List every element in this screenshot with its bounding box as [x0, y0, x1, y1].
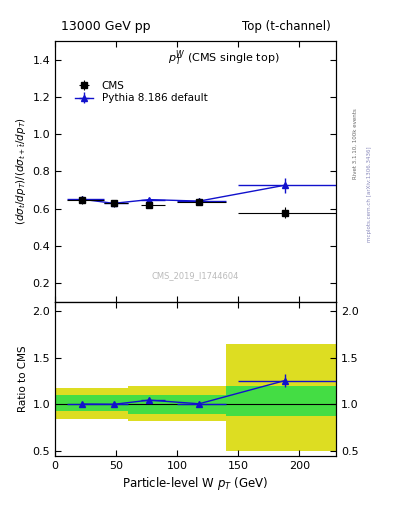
Legend: CMS, Pythia 8.186 default: CMS, Pythia 8.186 default: [72, 77, 211, 106]
X-axis label: Particle-level W $p_T$ (GeV): Particle-level W $p_T$ (GeV): [122, 475, 269, 492]
Y-axis label: $(d\sigma_t/dp_T)/(d\sigma_{t+\bar{t}}/dp_T)$: $(d\sigma_t/dp_T)/(d\sigma_{t+\bar{t}}/d…: [14, 117, 28, 225]
Text: CMS_2019_I1744604: CMS_2019_I1744604: [152, 271, 239, 280]
Text: $p_T^W$ (CMS single top): $p_T^W$ (CMS single top): [168, 49, 279, 69]
Y-axis label: Ratio to CMS: Ratio to CMS: [18, 346, 28, 412]
Text: mcplots.cern.ch [arXiv:1306.3436]: mcplots.cern.ch [arXiv:1306.3436]: [367, 147, 372, 242]
Text: Rivet 3.1.10, 100k events: Rivet 3.1.10, 100k events: [353, 108, 358, 179]
Text: 13000 GeV pp: 13000 GeV pp: [61, 20, 150, 33]
Text: Top (t-channel): Top (t-channel): [242, 20, 331, 33]
